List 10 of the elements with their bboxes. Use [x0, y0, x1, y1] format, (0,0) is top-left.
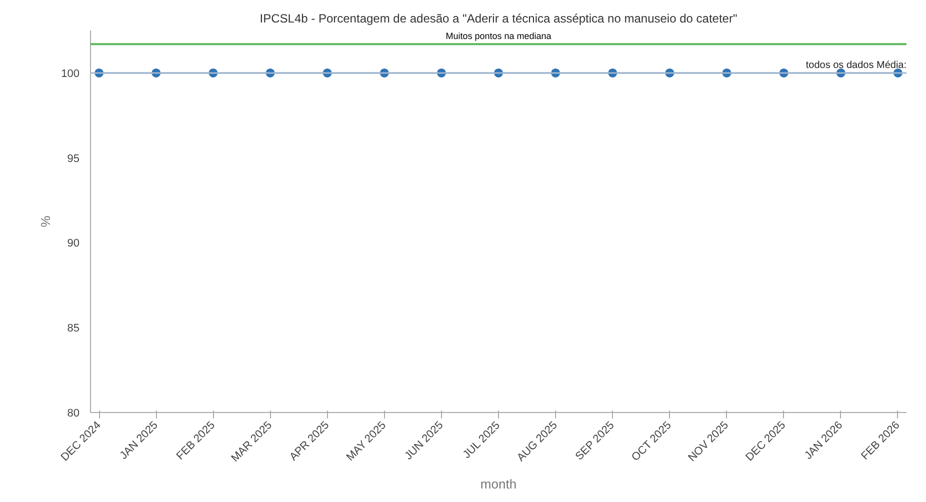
y-tick-label: 95 [67, 152, 80, 165]
y-tick-label: 85 [67, 322, 80, 335]
chart-title: IPCSL4b - Porcentagem de adesão a "Aderir a técnica asséptica no manuseio do cateter" [260, 12, 738, 26]
ref-line-label: todos os dados Média: [806, 60, 907, 71]
y-tick-label: 80 [67, 408, 80, 420]
y-axis-title: % [38, 215, 54, 228]
ref-line-label: Muitos pontos na mediana [446, 31, 552, 42]
y-tick-label: 90 [67, 238, 80, 250]
y-tick-label: 100 [61, 68, 80, 80]
x-axis-title: month [480, 476, 517, 492]
